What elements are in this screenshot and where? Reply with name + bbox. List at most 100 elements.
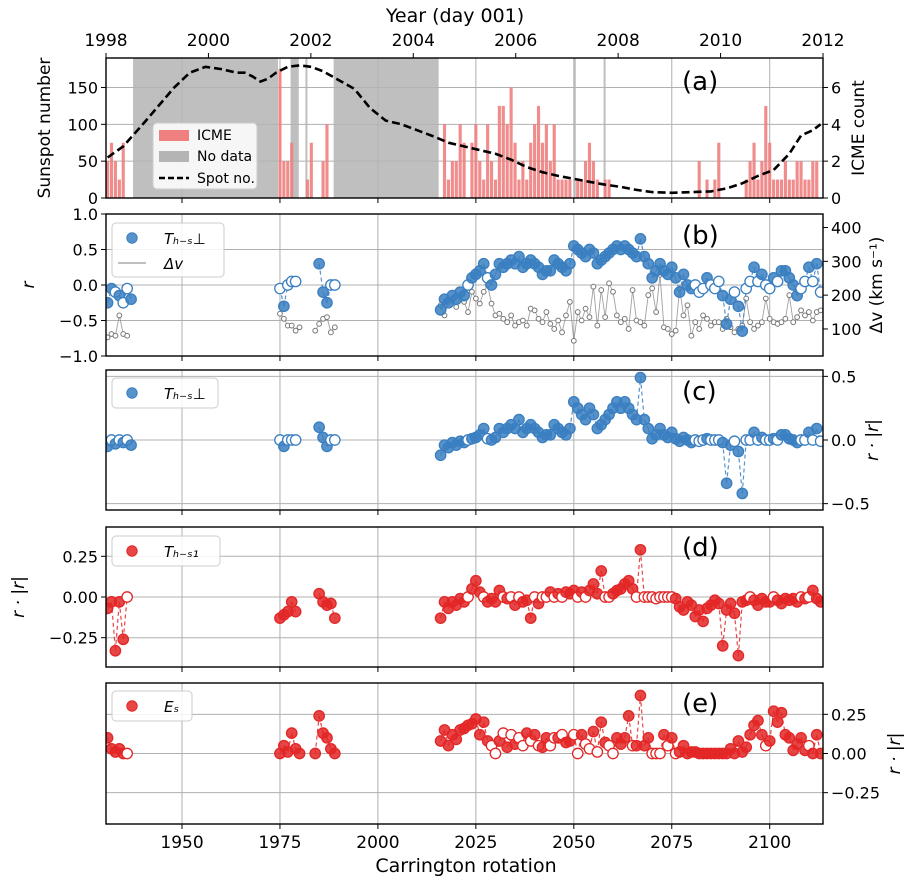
dv-point: [672, 327, 679, 334]
legend-marker: [126, 545, 138, 557]
dv-point: [312, 327, 319, 334]
y-tick-label-left: 150: [67, 78, 98, 97]
data-point-significant: [634, 371, 647, 384]
data-point-significant: [634, 233, 647, 245]
data-point-insignificant: [607, 747, 619, 760]
bottom-axis-label: Carrington rotation: [375, 855, 556, 877]
dv-point: [766, 315, 773, 322]
y-tick-label-left: 0.5: [73, 241, 98, 260]
dv-connector: [114, 315, 120, 336]
legend-marker: [126, 387, 138, 399]
data-point-significant: [544, 264, 557, 277]
data-point-insignificant: [728, 435, 741, 448]
dv-point: [680, 312, 687, 319]
icme-bar: [109, 142, 114, 198]
y-tick-label-right: −0.25: [831, 784, 880, 803]
icme-bar: [521, 161, 525, 198]
dv-point: [664, 326, 671, 332]
dv-connector: [761, 298, 767, 323]
data-point-significant: [810, 728, 823, 741]
legend-label: Δv: [163, 255, 184, 273]
icme-bar: [811, 161, 815, 198]
data-point-significant: [618, 731, 631, 744]
y-tick-label-right: 4: [831, 115, 841, 134]
data-point-insignificant: [121, 282, 134, 295]
panel-frame: [105, 57, 824, 199]
dv-connector: [788, 295, 794, 323]
data-point-insignificant: [489, 747, 502, 760]
dv-point: [586, 314, 593, 321]
legend-box: [111, 690, 193, 722]
y-tick-label-left: −0.25: [49, 629, 98, 648]
icme-bar: [525, 179, 529, 198]
y-tick-label-right: 300: [831, 252, 862, 271]
series-connector: [726, 445, 732, 484]
legend-label: No data: [197, 149, 252, 165]
data-point-significant: [732, 735, 745, 747]
dv-point: [543, 309, 550, 315]
icme-bar: [568, 179, 572, 198]
data-point-insignificant: [771, 275, 784, 288]
series-connector: [639, 695, 645, 746]
data-point-significant: [634, 689, 647, 702]
dv-point: [794, 314, 801, 321]
icme-bar: [482, 179, 486, 198]
y-tick-label-left: −0.5: [59, 312, 98, 331]
data-point-significant: [289, 605, 302, 618]
data-point-significant: [524, 612, 537, 625]
icme-bar: [591, 161, 595, 198]
icme-bar: [705, 179, 709, 198]
icme-bar: [772, 179, 776, 198]
dv-point: [555, 317, 562, 324]
dv-point: [614, 312, 620, 319]
data-point-significant: [587, 247, 600, 259]
dv-point: [653, 309, 659, 315]
y-tick-label-right: 0: [831, 189, 841, 208]
icme-bar: [556, 179, 560, 198]
y-tick-label-left: 100: [67, 115, 98, 134]
data-point-significant: [814, 596, 823, 608]
series-connector: [596, 722, 602, 753]
dv-point: [637, 319, 644, 326]
icme-bar: [442, 124, 447, 198]
dv-point: [809, 317, 816, 324]
series-connector: [639, 377, 645, 420]
icme-bar: [775, 179, 780, 198]
no-data-band: [305, 58, 308, 198]
dv-point: [488, 300, 495, 307]
dv-point: [696, 326, 703, 332]
data-point-significant: [732, 300, 745, 313]
dv-point: [625, 326, 632, 332]
dv-point: [621, 315, 628, 322]
series-connector: [741, 288, 747, 332]
y-tick-label-left: −1.0: [59, 347, 98, 366]
dv-connector: [659, 274, 665, 328]
data-point-significant: [485, 279, 498, 291]
dv-point: [747, 319, 754, 326]
panel-label: (d): [682, 533, 719, 563]
icme-bar: [564, 179, 568, 198]
legend-label: Tₕ₋ₛ₁: [164, 543, 199, 561]
dv-point: [578, 317, 585, 324]
top-tick-label: 2008: [597, 31, 640, 51]
legend-swatch-nodata: [159, 151, 189, 162]
data-point-significant: [125, 293, 137, 306]
dv-point: [496, 310, 503, 317]
dv-point: [700, 312, 707, 319]
dv-connector: [600, 290, 606, 318]
dv-connector: [573, 311, 579, 341]
top-tick-label: 1998: [84, 31, 127, 51]
dv-point: [778, 319, 785, 326]
dv-point: [512, 322, 518, 329]
data-point-significant: [328, 612, 341, 625]
panel-c-thsperp: 0.5 0.0 −0.5 r · |r| (c) Tₕ₋ₛ⊥: [105, 367, 883, 515]
data-point-significant: [622, 710, 635, 722]
data-point-significant: [677, 268, 690, 281]
dv-connector: [569, 301, 575, 341]
series-connector: [737, 451, 743, 494]
dv-point: [292, 327, 299, 334]
icme-bar: [117, 179, 121, 198]
icme-bar: [713, 179, 717, 198]
dv-connector: [612, 291, 618, 316]
